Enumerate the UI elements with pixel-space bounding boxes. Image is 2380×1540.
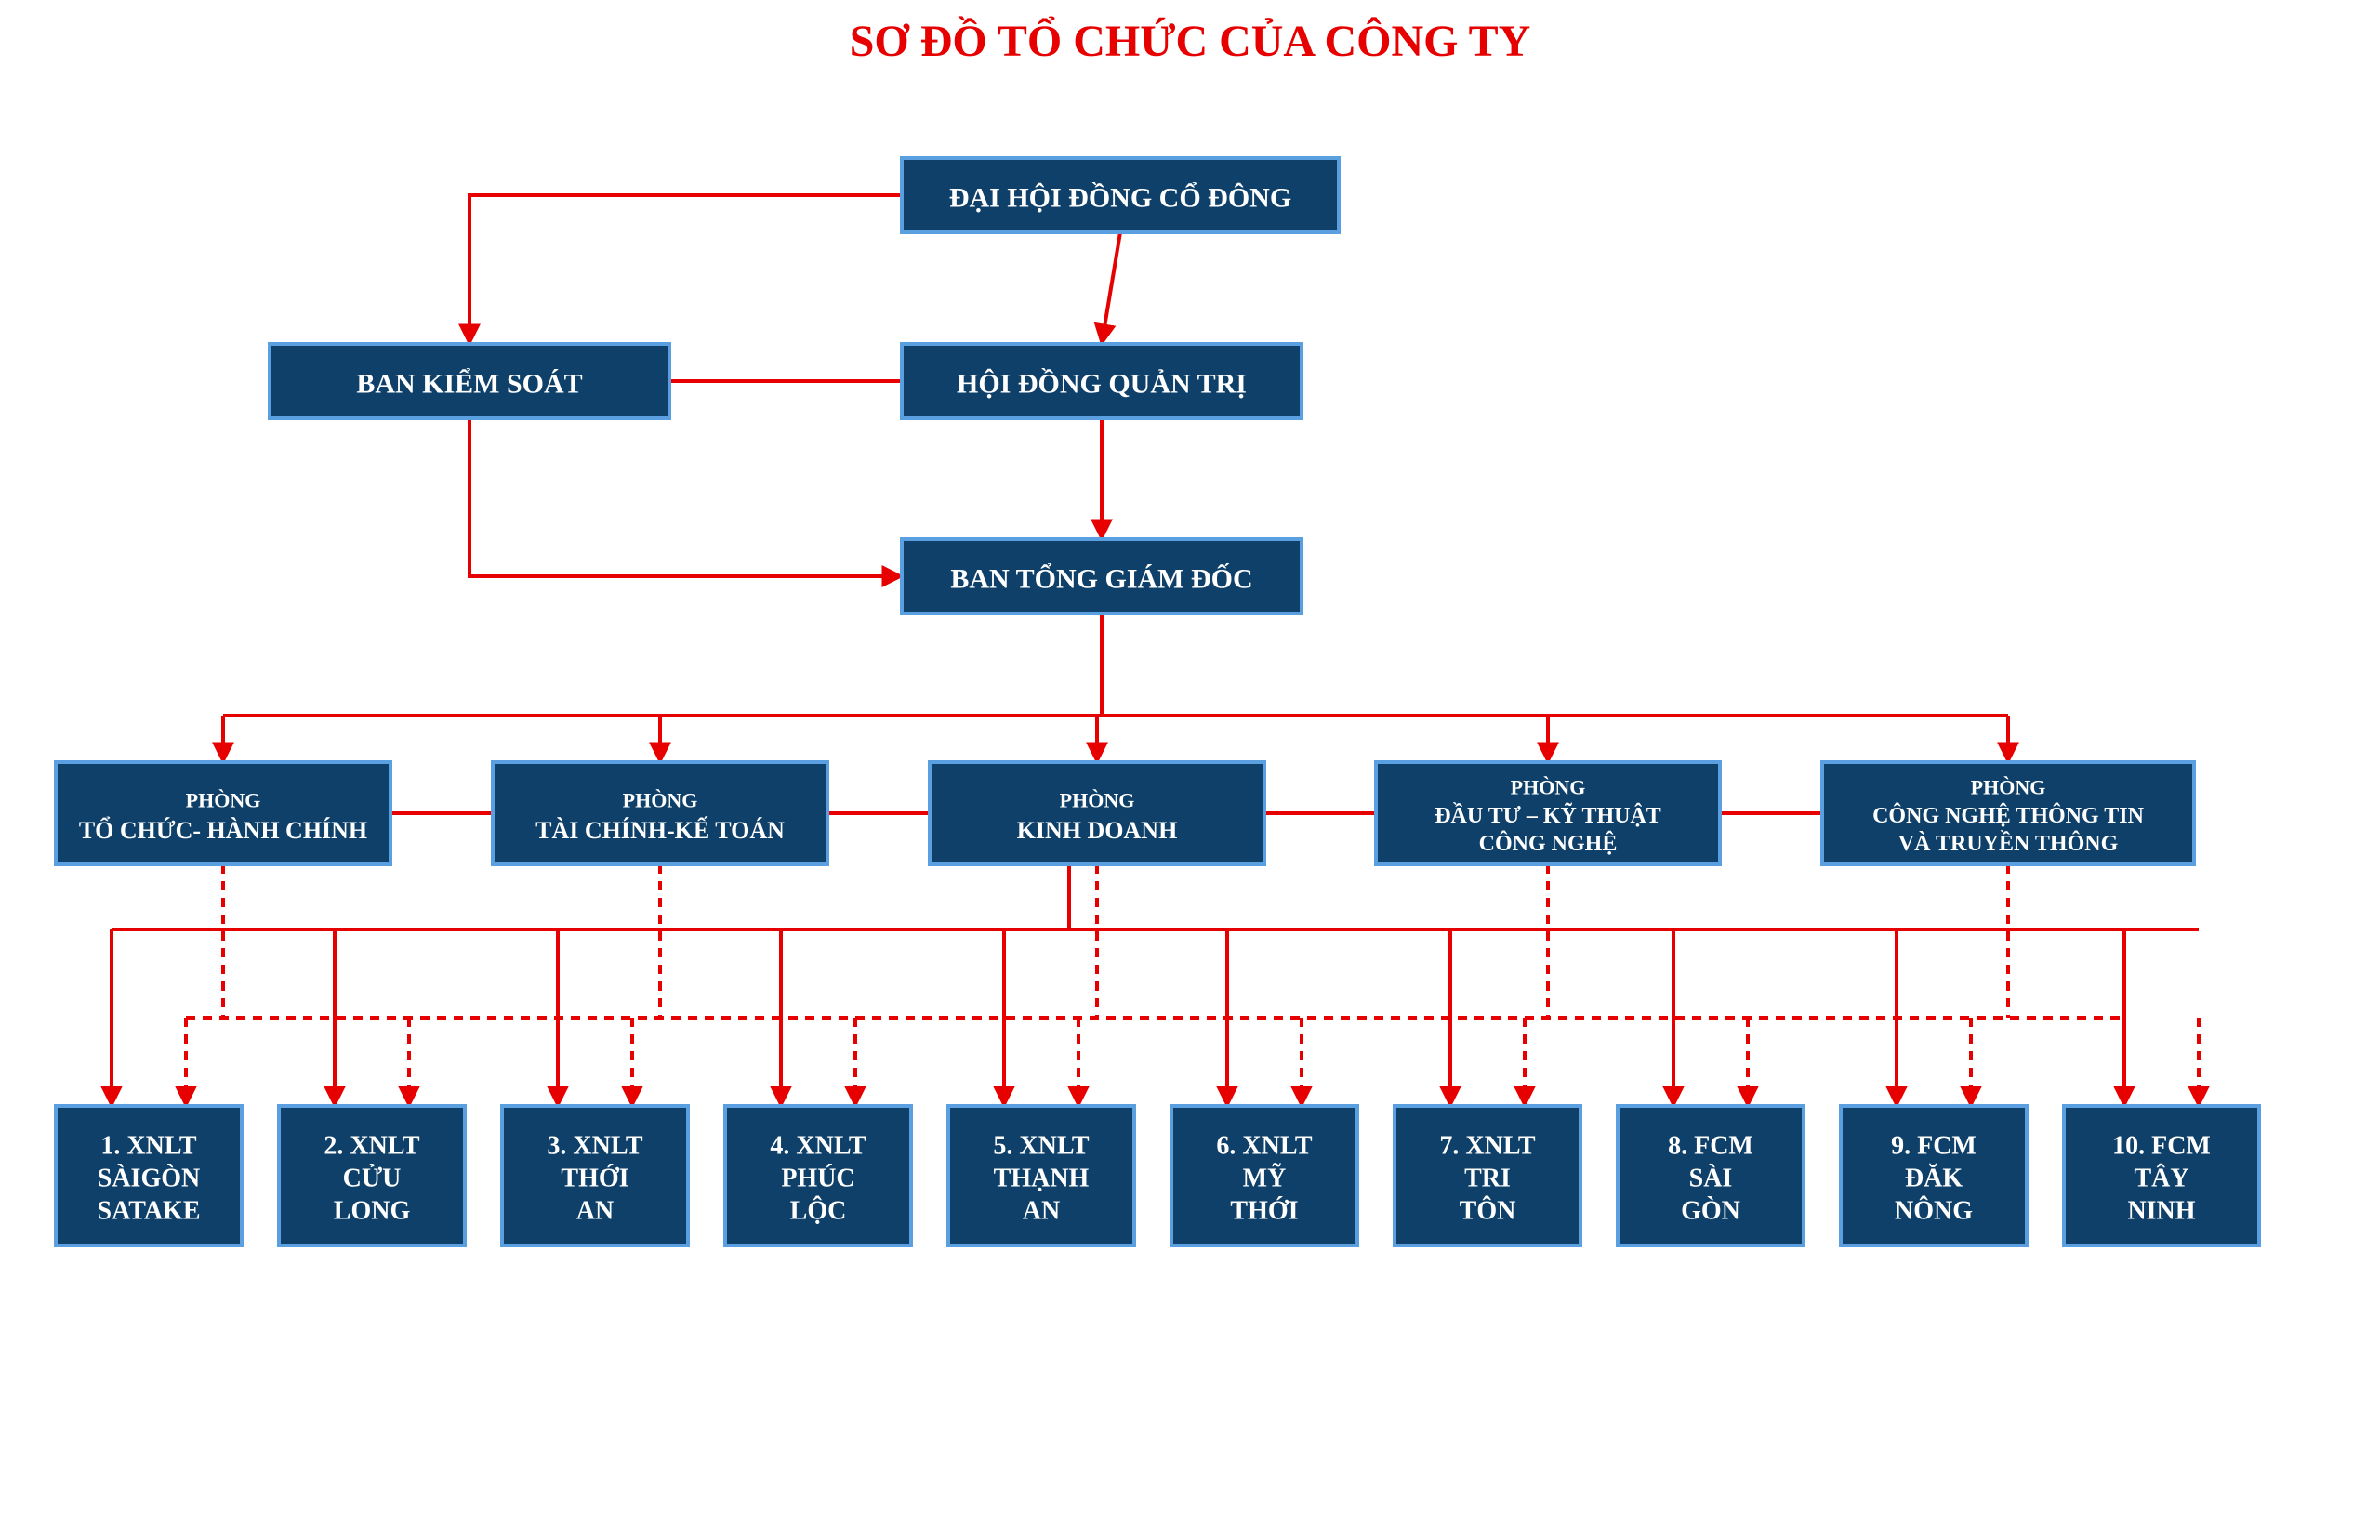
node-dept5-line2: VÀ TRUYỀN THÔNG: [1898, 831, 2119, 856]
node-dept3-line0: PHÒNG: [1060, 789, 1135, 812]
node-unit1-line2: SATAKE: [98, 1197, 201, 1226]
node-unit3: 3. XNLT THỚI AN: [502, 1106, 688, 1245]
node-unit1: 1. XNLT SÀIGÒN SATAKE: [56, 1106, 242, 1245]
node-unit8-line0: 8. FCM: [1668, 1132, 1753, 1161]
org-chart: ĐẠI HỘI ĐỒNG CỔ ĐÔNG BAN KIỂM SOÁT HỘI ĐỒN…: [0, 0, 2380, 1540]
node-supervisory: BAN KIỂM SOÁT: [270, 344, 669, 418]
node-board-line0: HỘI ĐỒNG QUẢN TRỊ: [957, 368, 1247, 400]
node-dept4-line2: CÔNG NGHỆ: [1479, 831, 1618, 856]
node-unit3-line2: AN: [576, 1197, 614, 1226]
node-unit9-line2: NÔNG: [1895, 1197, 1973, 1226]
edge-sup-ceo: [469, 418, 902, 576]
node-dept3-line1: KINH DOANH: [1017, 817, 1178, 844]
node-dept2-line1: TÀI CHÍNH-KẾ TOÁN: [536, 817, 785, 844]
node-dept1-line1: TỔ CHỨC- HÀNH CHÍNH: [79, 817, 367, 844]
node-dept2-line0: PHÒNG: [623, 789, 698, 812]
node-unit3-line1: THỚI: [561, 1165, 628, 1193]
node-unit7-line1: TRI: [1464, 1165, 1511, 1193]
node-ceo: BAN TỔNG GIÁM ĐỐC: [902, 539, 1302, 613]
node-supervisory-line0: BAN KIỂM SOÁT: [356, 369, 582, 400]
node-board: HỘI ĐỒNG QUẢN TRỊ: [902, 344, 1302, 418]
node-dept4: PHÒNG ĐẦU TƯ – KỸ THUẬT CÔNG NGHỆ: [1376, 762, 1720, 864]
node-unit8-line1: SÀI: [1689, 1165, 1733, 1193]
connectors: [112, 195, 2199, 1106]
node-unit3-line0: 3. XNLT: [547, 1132, 643, 1161]
node-unit5-line0: 5. XNLT: [993, 1132, 1090, 1161]
node-unit4: 4. XNLT PHÚC LỘC: [725, 1106, 911, 1245]
node-unit6-line1: MỸ: [1243, 1164, 1287, 1193]
node-unit6-line2: THỚI: [1230, 1197, 1298, 1226]
node-unit2-line1: CỬU: [343, 1165, 402, 1193]
node-dept4-line1: ĐẦU TƯ – KỸ THUẬT: [1435, 803, 1661, 828]
edge-sh-board: [1102, 232, 1120, 344]
node-unit4-line2: LỘC: [790, 1197, 847, 1226]
node-unit10: 10. FCM TÂY NINH: [2064, 1106, 2259, 1245]
node-unit2: 2. XNLT CỬU LONG: [279, 1106, 465, 1245]
node-unit10-line0: 10. FCM: [2112, 1132, 2211, 1161]
node-unit7-line0: 7. XNLT: [1439, 1132, 1536, 1161]
node-unit9-line1: ĐĂK: [1905, 1165, 1963, 1193]
node-dept5-line1: CÔNG NGHỆ THÔNG TIN: [1872, 803, 2145, 828]
node-unit10-line1: TÂY: [2134, 1165, 2188, 1193]
node-unit8: 8. FCM SÀI GÒN: [1618, 1106, 1804, 1245]
node-dept5-line0: PHÒNG: [1971, 776, 2046, 799]
node-dept1-line0: PHÒNG: [186, 789, 261, 812]
node-dept1: PHÒNG TỔ CHỨC- HÀNH CHÍNH: [56, 762, 390, 864]
nodes: ĐẠI HỘI ĐỒNG CỔ ĐÔNG BAN KIỂM SOÁT HỘI ĐỒN…: [56, 158, 2259, 1245]
node-unit1-line1: SÀIGÒN: [98, 1165, 200, 1193]
node-unit4-line1: PHÚC: [781, 1165, 854, 1193]
node-unit7-line2: TÔN: [1460, 1197, 1516, 1226]
node-unit2-line2: LONG: [334, 1197, 411, 1226]
node-dept4-line0: PHÒNG: [1511, 776, 1586, 799]
node-dept5: PHÒNG CÔNG NGHỆ THÔNG TIN VÀ TRUYỀN THÔNG: [1822, 762, 2194, 864]
node-unit5: 5. XNLT THẠNH AN: [948, 1106, 1134, 1245]
node-unit5-line2: AN: [1023, 1197, 1060, 1226]
node-unit4-line0: 4. XNLT: [770, 1132, 866, 1161]
node-unit9: 9. FCM ĐĂK NÔNG: [1841, 1106, 2027, 1245]
node-unit6: 6. XNLT MỸ THỚI: [1171, 1106, 1357, 1245]
node-unit7: 7. XNLT TRI TÔN: [1395, 1106, 1580, 1245]
node-dept2: PHÒNG TÀI CHÍNH-KẾ TOÁN: [493, 762, 827, 864]
node-dept3: PHÒNG KINH DOANH: [930, 762, 1264, 864]
node-unit9-line0: 9. FCM: [1891, 1132, 1977, 1161]
chart-title: SƠ ĐỒ TỔ CHỨC CỦA CÔNG TY: [850, 15, 1531, 66]
node-unit1-line0: 1. XNLT: [100, 1132, 197, 1161]
node-shareholders-line0: ĐẠI HỘI ĐỒNG CỔ ĐÔNG: [949, 182, 1291, 214]
node-unit5-line1: THẠNH: [994, 1165, 1090, 1193]
node-unit2-line0: 2. XNLT: [324, 1132, 420, 1161]
node-ceo-line0: BAN TỔNG GIÁM ĐỐC: [950, 563, 1252, 595]
node-shareholders: ĐẠI HỘI ĐỒNG CỔ ĐÔNG: [902, 158, 1339, 232]
node-unit8-line2: GÒN: [1681, 1197, 1740, 1226]
node-unit10-line2: NINH: [2127, 1197, 2195, 1226]
node-unit6-line0: 6. XNLT: [1216, 1132, 1313, 1161]
